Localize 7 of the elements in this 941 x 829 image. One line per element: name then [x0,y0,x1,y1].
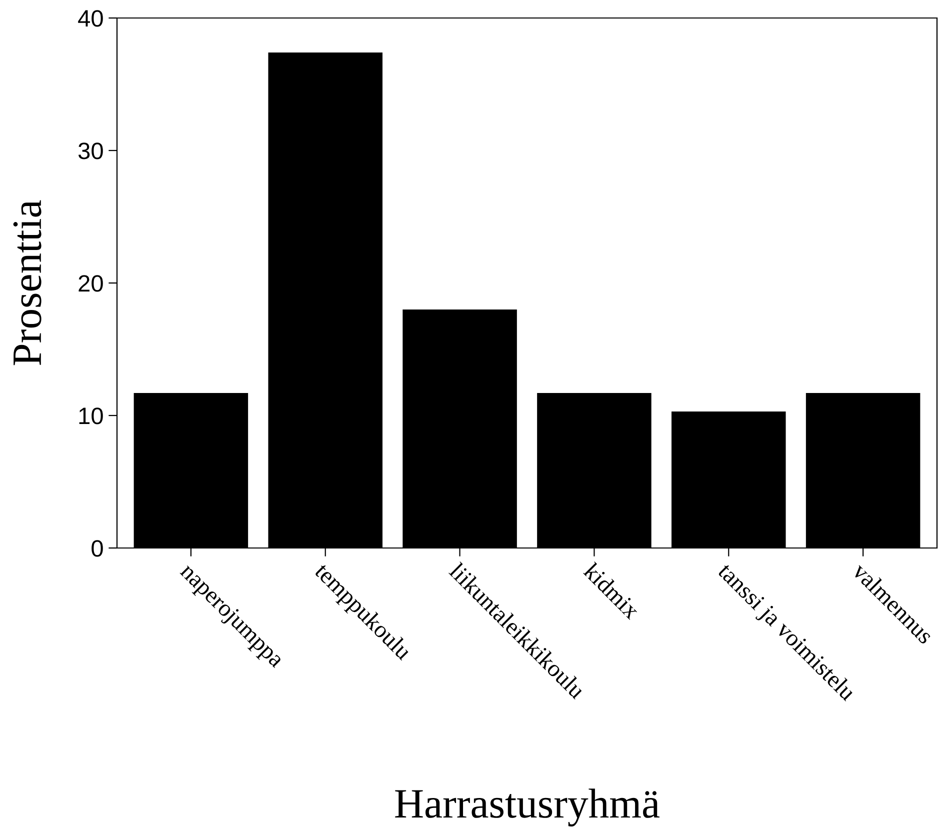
y-tick-label: 30 [78,142,103,160]
y-axis-title: Prosenttia [13,200,42,366]
x-axis-title: Harrastusryhmä [395,788,660,826]
y-tick-label: 0 [92,540,103,557]
y-tick-label: 40 [78,10,103,27]
y-tick-label: 20 [78,275,103,292]
y-tick-label: 10 [79,408,103,424]
